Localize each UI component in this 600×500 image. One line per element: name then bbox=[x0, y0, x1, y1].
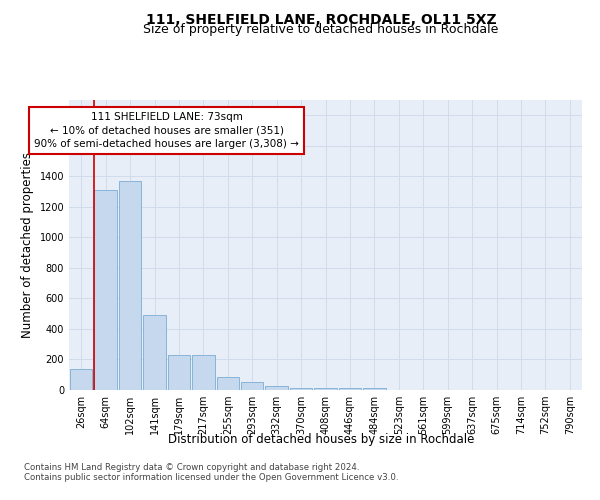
Bar bbox=[265, 386, 288, 390]
Bar bbox=[192, 355, 215, 390]
Text: Distribution of detached houses by size in Rochdale: Distribution of detached houses by size … bbox=[168, 432, 474, 446]
Bar bbox=[94, 190, 117, 390]
Bar bbox=[167, 355, 190, 390]
Bar bbox=[70, 368, 92, 390]
Bar bbox=[119, 181, 142, 390]
Text: 111 SHELFIELD LANE: 73sqm
← 10% of detached houses are smaller (351)
90% of semi: 111 SHELFIELD LANE: 73sqm ← 10% of detac… bbox=[34, 112, 299, 148]
Y-axis label: Number of detached properties: Number of detached properties bbox=[21, 152, 34, 338]
Bar bbox=[314, 388, 337, 390]
Bar bbox=[363, 388, 386, 390]
Bar bbox=[143, 315, 166, 390]
Bar bbox=[217, 377, 239, 390]
Bar bbox=[241, 382, 263, 390]
Bar bbox=[290, 388, 313, 390]
Text: Size of property relative to detached houses in Rochdale: Size of property relative to detached ho… bbox=[143, 24, 499, 36]
Bar bbox=[338, 388, 361, 390]
Text: 111, SHELFIELD LANE, ROCHDALE, OL11 5XZ: 111, SHELFIELD LANE, ROCHDALE, OL11 5XZ bbox=[146, 12, 496, 26]
Text: Contains HM Land Registry data © Crown copyright and database right 2024.
Contai: Contains HM Land Registry data © Crown c… bbox=[24, 462, 398, 482]
